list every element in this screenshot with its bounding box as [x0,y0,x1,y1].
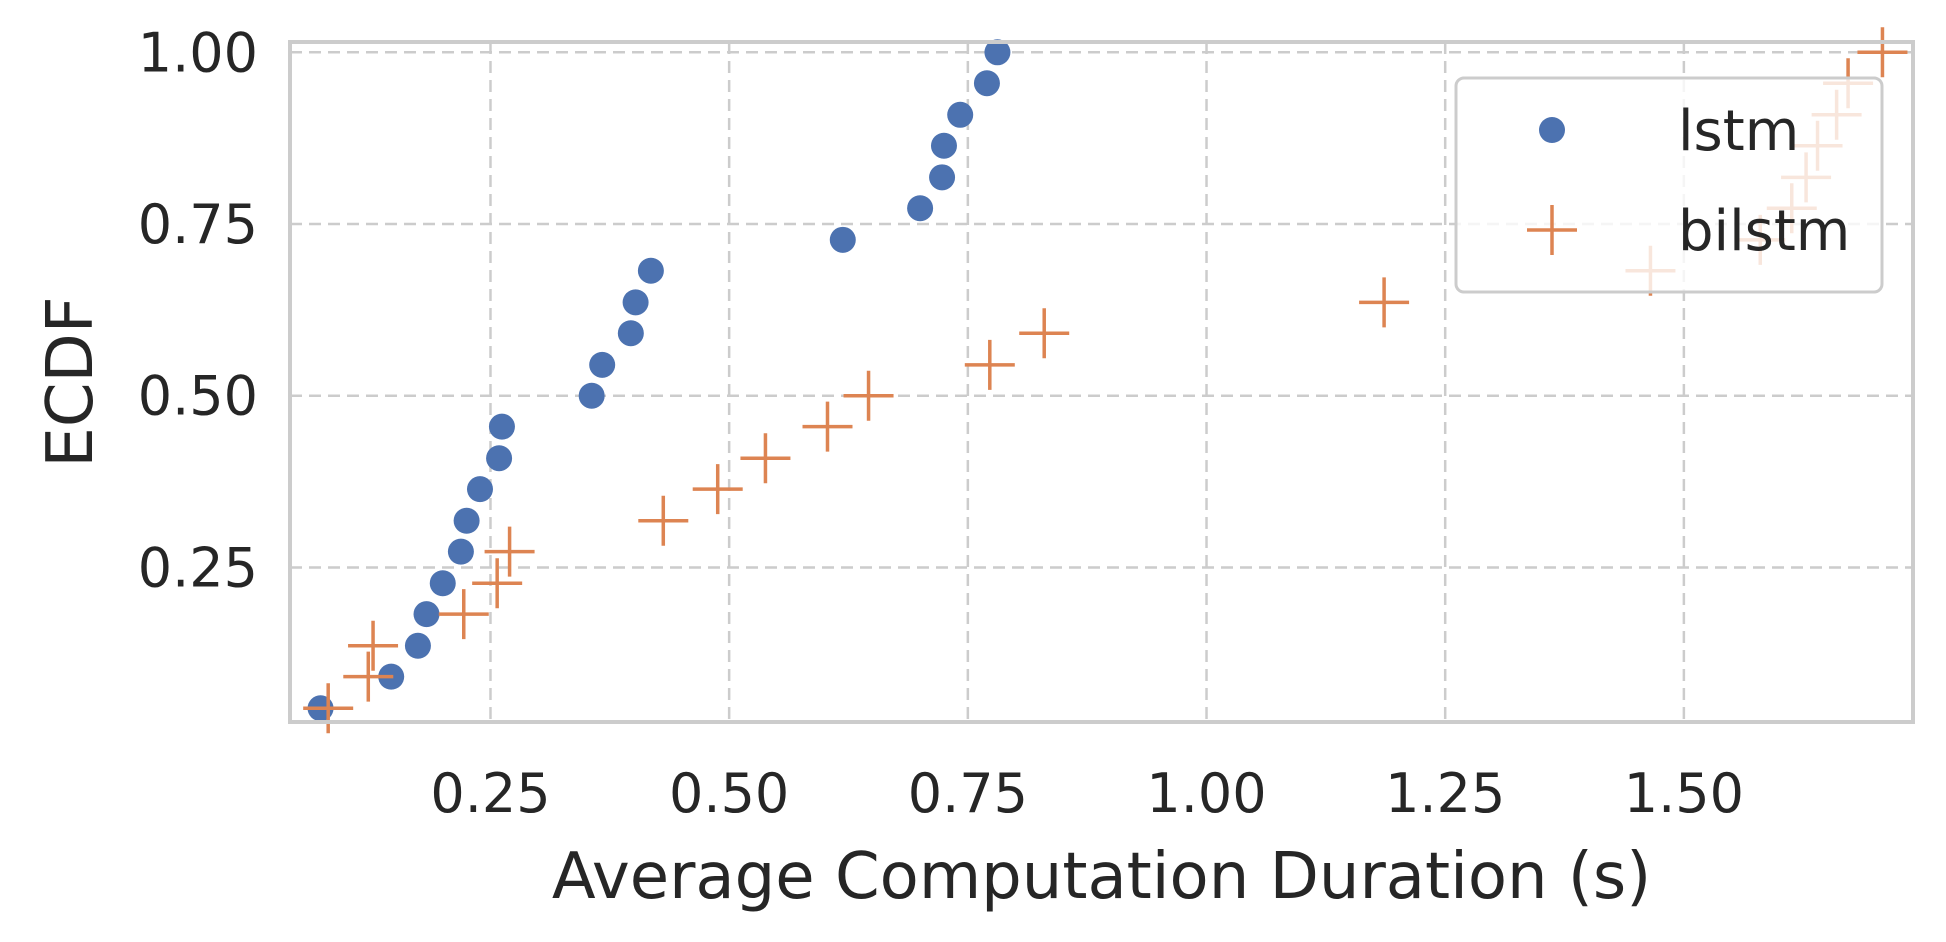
x-axis-label: Average Computation Duration (s) [552,840,1651,914]
y-tick-label: 1.00 [138,21,258,84]
lstm-point [930,132,957,159]
axes-frame [288,40,1915,724]
lstm-point [488,413,515,440]
lstm-point [907,195,934,222]
y-axis-label: ECDF [34,296,108,467]
lstm-point [984,39,1011,66]
lstm-point [947,101,974,128]
lstm-point [404,632,431,659]
x-tick-label: 1.25 [1385,762,1505,825]
bilstm-point [348,620,399,671]
legend-marker-lstm [1539,117,1565,143]
y-tick-label: 0.25 [138,536,258,599]
y-tick-label: 0.50 [138,365,258,428]
bilstm-point [692,464,743,515]
lstm-point [486,445,513,472]
bilstm-point [472,558,523,609]
bilstm-point [438,589,489,640]
x-tick-label: 1.00 [1146,762,1266,825]
lstm-point [929,164,956,191]
bilstm-point [843,370,894,421]
x-axis-ticks: 0.25 0.50 0.75 1.00 1.25 1.50 [430,762,1744,825]
legend-label-lstm: lstm [1678,99,1799,164]
lstm-point [617,320,644,347]
lstm-point [622,289,649,316]
bilstm-point [802,401,853,452]
y-axis-ticks: 0.25 0.50 0.75 1.00 [138,21,258,599]
legend-label-bilstm: bilstm [1678,199,1850,264]
bilstm-point [484,526,535,577]
lstm-point [578,382,605,409]
lstm-point [589,351,616,378]
lstm-point [637,257,664,284]
legend: lstm bilstm [1454,76,1884,294]
bilstm-point [1359,277,1410,328]
lstm-point [973,70,1000,97]
lstm-point [413,601,440,628]
lstm-point [453,507,480,534]
lstm-point [447,538,474,565]
legend-marker-bilstm [1527,205,1577,255]
bilstm-point [964,339,1015,390]
x-tick-label: 0.50 [669,762,789,825]
y-tick-label: 0.75 [138,193,258,256]
bilstm-point [740,433,791,484]
bilstm-point [1019,308,1070,359]
lstm-point [829,226,856,253]
x-tick-label: 0.25 [430,762,550,825]
x-tick-label: 1.50 [1624,762,1744,825]
x-tick-label: 0.75 [908,762,1028,825]
bilstm-point [343,651,394,702]
bilstm-point [638,495,689,546]
lstm-point [429,570,456,597]
bilstm-point [303,683,354,734]
series-lstm [307,39,1011,722]
bilstm-point [1857,27,1908,78]
lstm-point [466,476,493,503]
